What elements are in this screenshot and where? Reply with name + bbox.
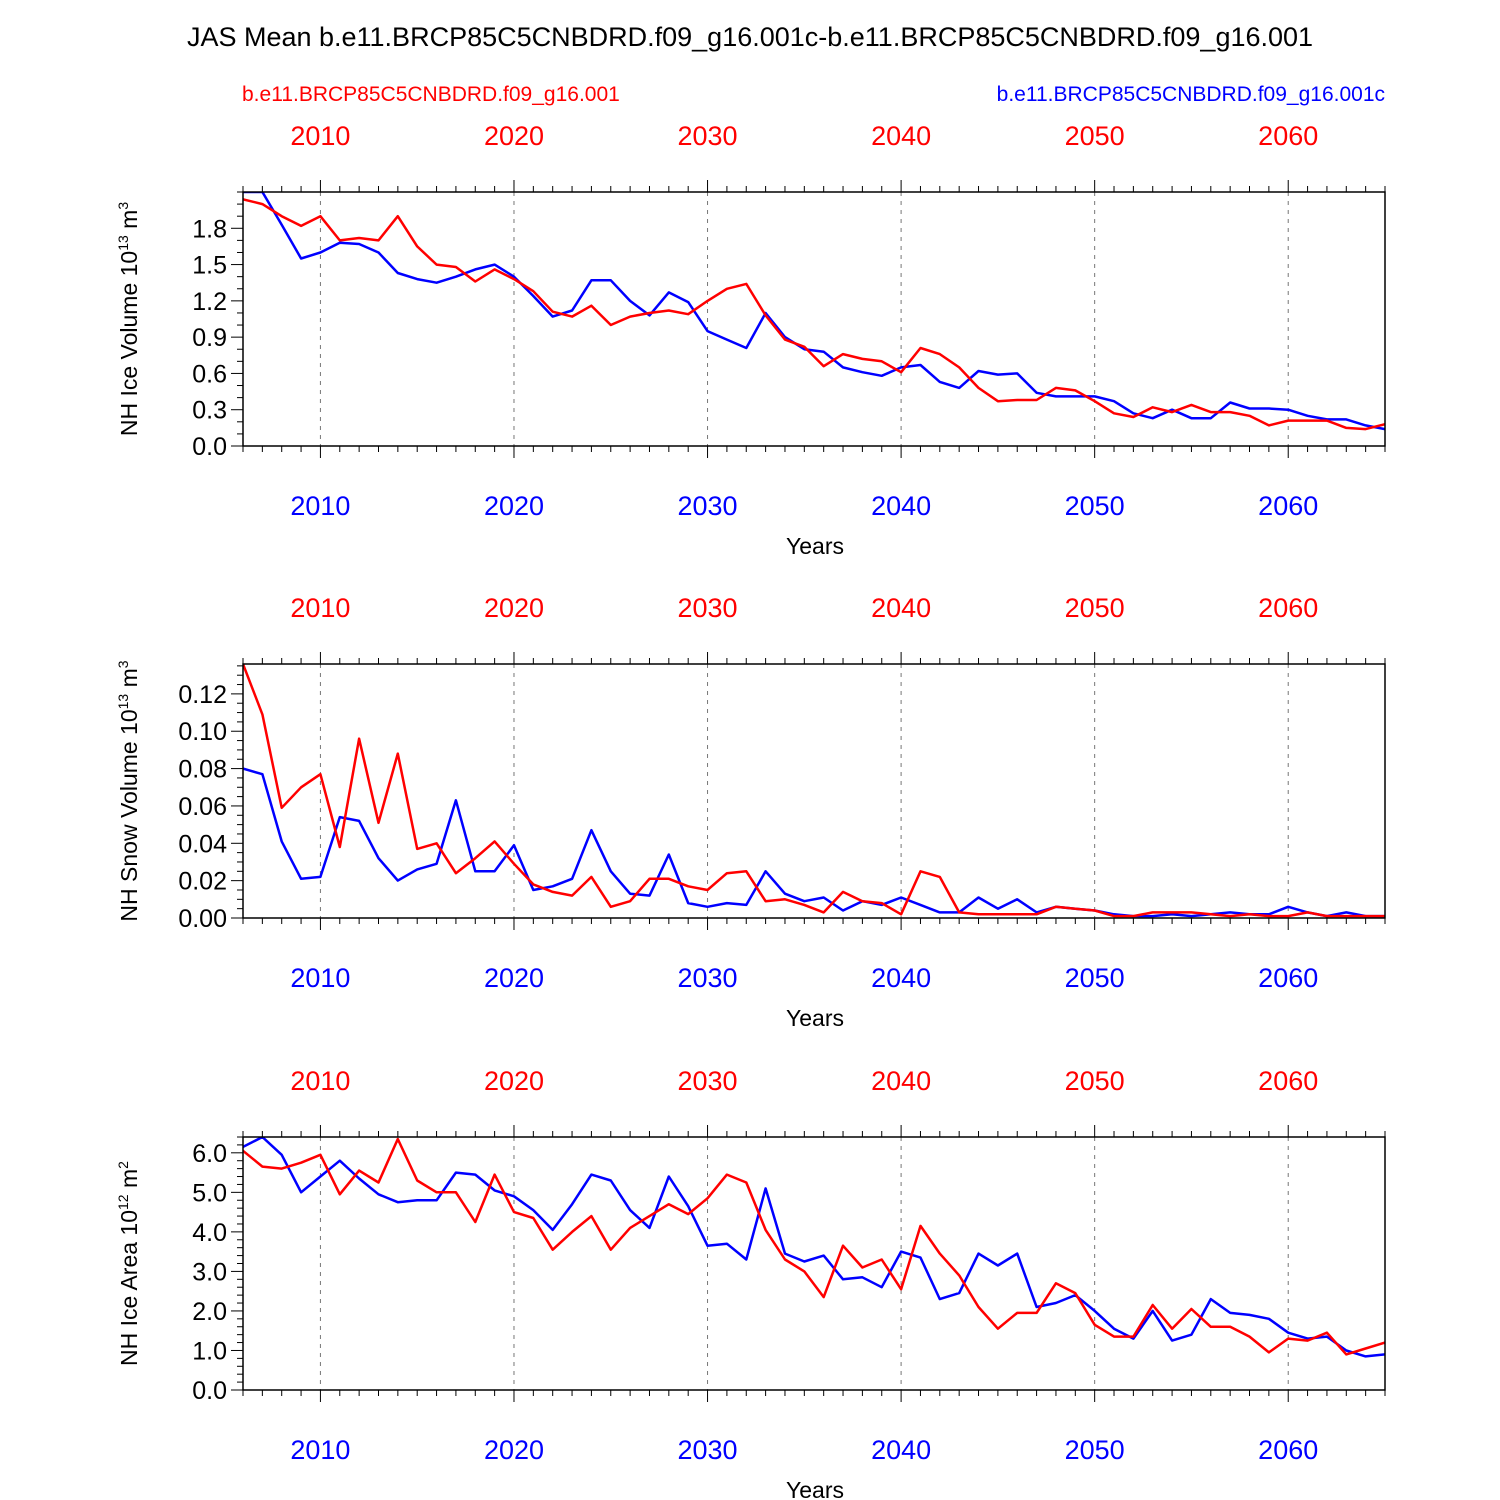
y-tick-label-1: 0.02 <box>178 868 227 896</box>
y-axis-label: NH Ice Volume 1013 m3 <box>115 202 142 437</box>
plot-frame <box>242 1136 1386 1391</box>
y-axis-label-exponent: 13 <box>115 694 131 710</box>
x-bottom-tick-label-2050: 2050 <box>1065 963 1125 993</box>
x-top-tick-label-2060: 2060 <box>1258 593 1318 623</box>
series-line-blue <box>243 192 1385 431</box>
x-top-tick-label-2030: 2030 <box>678 593 738 623</box>
plot-frame <box>242 663 1386 919</box>
y-axis-label-unit-exponent: 3 <box>115 660 131 668</box>
y-axis-label-main: NH Snow Volume 10 <box>116 709 142 921</box>
x-top-tick-label-2020: 2020 <box>484 593 544 623</box>
x-bottom-tick-label-2060: 2060 <box>1258 963 1318 993</box>
x-axis-label: Years <box>786 1477 844 1500</box>
legend-red-label: b.e11.BRCP85C5CNBDRD.f09_g16.001 <box>242 83 620 106</box>
x-top-tick-label-2040: 2040 <box>871 593 931 623</box>
x-top-tick-label-2040: 2040 <box>871 121 931 151</box>
x-bottom-tick-label-2040: 2040 <box>871 491 931 521</box>
x-bottom-tick-label-2010: 2010 <box>290 491 350 521</box>
x-top-tick-label-2060: 2060 <box>1258 1066 1318 1096</box>
x-top-tick-label-2060: 2060 <box>1258 121 1318 151</box>
x-axis-label: Years <box>786 1005 844 1031</box>
y-tick-label-3: 3.0 <box>192 1258 227 1286</box>
y-tick-label-5: 1.5 <box>192 252 227 280</box>
y-tick-label-3: 0.06 <box>178 793 227 821</box>
x-bottom-tick-label-2020: 2020 <box>484 963 544 993</box>
x-bottom-tick-label-2010: 2010 <box>290 963 350 993</box>
y-tick-label-0: 0.0 <box>192 1377 227 1405</box>
y-axis-label-main: NH Ice Volume 10 <box>116 251 142 436</box>
x-bottom-tick-label-2040: 2040 <box>871 1435 931 1465</box>
y-tick-label-3: 0.9 <box>192 324 227 352</box>
x-top-tick-label-2020: 2020 <box>484 1066 544 1096</box>
y-tick-label-2: 0.04 <box>178 830 227 858</box>
x-top-tick-label-2010: 2010 <box>290 1066 350 1096</box>
y-axis-label-unit: m <box>116 210 142 236</box>
y-axis-label-unit: m <box>116 668 142 694</box>
y-axis-label-unit: m <box>116 1169 142 1195</box>
y-tick-label-4: 0.08 <box>178 756 227 784</box>
y-tick-label-0: 0.0 <box>192 433 227 461</box>
y-axis-label: NH Ice Area 1012 m2 <box>115 1161 142 1366</box>
x-bottom-tick-label-2020: 2020 <box>484 1435 544 1465</box>
series-line-red <box>243 664 1385 918</box>
x-top-tick-label-2010: 2010 <box>290 593 350 623</box>
y-tick-label-1: 1.0 <box>192 1337 227 1365</box>
x-top-tick-label-2040: 2040 <box>871 1066 931 1096</box>
x-axis-label: Years <box>786 533 844 559</box>
x-bottom-tick-label-2030: 2030 <box>678 491 738 521</box>
figure-title: JAS Mean b.e11.BRCP85C5CNBDRD.f09_g16.00… <box>187 22 1313 52</box>
plot-frame <box>242 191 1386 447</box>
x-bottom-tick-label-2030: 2030 <box>678 963 738 993</box>
y-axis-label-unit-exponent: 2 <box>115 1161 131 1169</box>
y-axis-label-exponent: 12 <box>115 1194 131 1210</box>
y-tick-label-4: 4.0 <box>192 1219 227 1247</box>
y-axis-label-unit-exponent: 3 <box>115 202 131 210</box>
x-bottom-tick-label-2030: 2030 <box>678 1435 738 1465</box>
y-tick-label-1: 0.3 <box>192 397 227 425</box>
x-top-tick-label-2050: 2050 <box>1065 1066 1125 1096</box>
y-axis-label-main: NH Ice Area 10 <box>116 1210 142 1366</box>
y-tick-label-6: 6.0 <box>192 1140 227 1168</box>
y-axis-label: NH Snow Volume 1013 m3 <box>115 660 142 921</box>
y-tick-label-6: 0.12 <box>178 681 227 709</box>
ice-area-panel: 0.0 1.0 2.0 3.0 4.0 5.0 6.0 2010 2010 2020 2020 203… <box>115 1066 1386 1500</box>
y-axis-label-exponent: 13 <box>115 235 131 251</box>
snow-volume-panel: 0.00 0.02 0.04 0.06 0.08 0.10 0.12 2010 2010 2020… <box>115 593 1386 1031</box>
series-line-blue <box>243 1137 1385 1358</box>
x-bottom-tick-label-2010: 2010 <box>290 1435 350 1465</box>
x-top-tick-label-2050: 2050 <box>1065 593 1125 623</box>
y-tick-label-5: 5.0 <box>192 1179 227 1207</box>
series-line-blue <box>243 767 1385 918</box>
x-bottom-tick-label-2040: 2040 <box>871 963 931 993</box>
x-bottom-tick-label-2050: 2050 <box>1065 491 1125 521</box>
x-bottom-tick-label-2060: 2060 <box>1258 1435 1318 1465</box>
y-tick-label-4: 1.2 <box>192 288 227 316</box>
x-top-tick-label-2030: 2030 <box>678 1066 738 1096</box>
y-tick-label-0: 0.00 <box>178 905 227 933</box>
x-top-tick-label-2050: 2050 <box>1065 121 1125 151</box>
series-line-red <box>243 198 1385 431</box>
y-tick-label-6: 1.8 <box>192 215 227 243</box>
y-tick-label-2: 2.0 <box>192 1298 227 1326</box>
y-tick-label-2: 0.6 <box>192 360 227 388</box>
x-bottom-tick-label-2050: 2050 <box>1065 1435 1125 1465</box>
legend-blue-label: b.e11.BRCP85C5CNBDRD.f09_g16.001c <box>997 83 1385 106</box>
x-top-tick-label-2010: 2010 <box>290 121 350 151</box>
x-bottom-tick-label-2060: 2060 <box>1258 491 1318 521</box>
ice-volume-panel: 0.0 0.3 0.6 0.9 1.2 1.5 1.8 2010 2010 2020 2020 203… <box>115 121 1386 559</box>
x-bottom-tick-label-2020: 2020 <box>484 491 544 521</box>
x-top-tick-label-2020: 2020 <box>484 121 544 151</box>
y-tick-label-5: 0.10 <box>178 718 227 746</box>
x-top-tick-label-2030: 2030 <box>678 121 738 151</box>
series-line-red <box>243 1137 1385 1356</box>
